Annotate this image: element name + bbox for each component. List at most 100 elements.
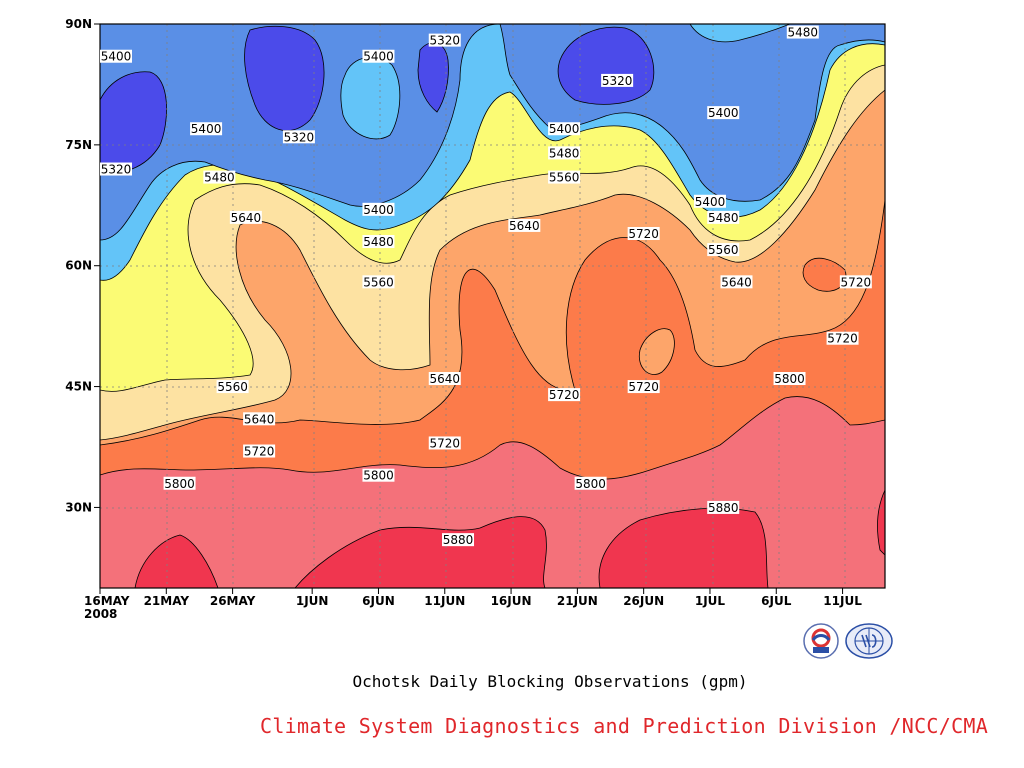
x-tick-label: 1JUL bbox=[695, 594, 726, 608]
contour-label: 5720 bbox=[827, 332, 858, 346]
contour-label: 5720 bbox=[841, 275, 872, 289]
y-tick-label: 60N bbox=[65, 259, 92, 273]
band-above-5880 bbox=[134, 534, 219, 588]
band-above-5880 bbox=[294, 516, 547, 588]
contour-label-box bbox=[627, 380, 660, 394]
contour-label: 5400 bbox=[363, 50, 394, 64]
contour-label-box bbox=[707, 106, 740, 120]
contour-label-box bbox=[442, 533, 475, 547]
contour-label: 5640 bbox=[721, 275, 752, 289]
y-tick-label: 30N bbox=[65, 500, 92, 514]
contour-labels: 5400 5320 5400 5480 5640 5560 5640 5720 5800 5320… bbox=[100, 25, 872, 547]
x-tick-label: 16JUN bbox=[491, 594, 532, 608]
ncc-logo-icon bbox=[845, 623, 893, 659]
contour-label-box bbox=[707, 243, 740, 257]
contour-label-box bbox=[229, 210, 262, 224]
island-5400-5480 bbox=[340, 56, 401, 140]
contour-label: 5320 bbox=[429, 34, 460, 48]
contour-label: 5800 bbox=[575, 477, 606, 491]
contour-label-box bbox=[243, 412, 276, 426]
contour-label: 5640 bbox=[429, 372, 460, 386]
x-tick-label: 21JUN bbox=[557, 594, 598, 608]
contour-label-box bbox=[508, 218, 541, 232]
contour-label: 5720 bbox=[628, 227, 659, 241]
contour-label: 5560 bbox=[708, 243, 739, 257]
contour-label-box bbox=[786, 25, 819, 39]
x-tick-label: 26MAY bbox=[210, 594, 256, 608]
x-tick-label: 26JUN bbox=[623, 594, 664, 608]
contour-label: 5720 bbox=[549, 388, 580, 402]
band-above-5880 bbox=[877, 489, 885, 556]
contour-label: 5480 bbox=[708, 211, 739, 225]
contour-label: 5800 bbox=[363, 469, 394, 483]
axis-ticks: 16MAY 21MAY 26MAY 1JUN 6JUN 11JUN 16JUN 21JUN 26… bbox=[65, 17, 862, 621]
y-tick-label: 90N bbox=[65, 17, 92, 31]
contour-label-box bbox=[282, 130, 315, 144]
contour-label: 5640 bbox=[231, 211, 262, 225]
contour-label: 5880 bbox=[708, 501, 739, 515]
contour-label: 5320 bbox=[602, 74, 633, 88]
contour-label: 5320 bbox=[284, 130, 315, 144]
contour-label-box bbox=[773, 372, 806, 386]
contour-label-box bbox=[826, 331, 859, 345]
island-5720-5800 bbox=[802, 257, 847, 292]
contour-label-box bbox=[548, 122, 581, 136]
chart-credit: Climate System Diagnostics and Predictio… bbox=[260, 714, 989, 738]
contour-label: 5480 bbox=[788, 26, 819, 40]
contour-label-box bbox=[428, 436, 461, 450]
core-below-5320 bbox=[244, 25, 325, 131]
contour-label-box bbox=[707, 500, 740, 514]
contour-label: 5640 bbox=[509, 219, 540, 233]
contour-label: 5800 bbox=[164, 477, 195, 491]
contour-label: 5400 bbox=[191, 122, 222, 136]
contour-label-box bbox=[203, 170, 236, 184]
x-tick-label: 6JUL bbox=[761, 594, 792, 608]
contour-label-box bbox=[548, 388, 581, 402]
contour-label-box bbox=[627, 226, 660, 240]
contour-label: 5400 bbox=[695, 195, 726, 209]
contour-label-box bbox=[601, 73, 634, 87]
contour-label: 5880 bbox=[443, 533, 474, 547]
bcc-logo-icon bbox=[803, 623, 839, 659]
contour-label-box bbox=[574, 476, 607, 490]
contour-label-box bbox=[548, 170, 581, 184]
contour-label-box bbox=[548, 146, 581, 160]
contour-label: 5480 bbox=[549, 146, 580, 160]
contour-label-box bbox=[163, 476, 196, 490]
x-tick-label: 1JUN bbox=[296, 594, 329, 608]
band-above-5880 bbox=[598, 507, 769, 588]
contour-label-box bbox=[839, 275, 872, 289]
contour-label: 5400 bbox=[708, 106, 739, 120]
contour-label-box bbox=[243, 444, 276, 458]
x-tick-label: 6JUN bbox=[362, 594, 395, 608]
contour-label: 5560 bbox=[363, 275, 394, 289]
contour-label: 5480 bbox=[363, 235, 394, 249]
contour-label-box bbox=[720, 275, 753, 289]
contour-label: 5560 bbox=[549, 171, 580, 185]
x-tick-label: 16MAY bbox=[84, 594, 130, 608]
contour-label-box bbox=[707, 210, 740, 224]
contour-label-box bbox=[100, 162, 132, 176]
gridlines bbox=[100, 24, 885, 588]
contour-label: 5400 bbox=[101, 50, 132, 64]
contour-label: 5400 bbox=[363, 203, 394, 217]
contour-label-box bbox=[362, 202, 395, 216]
contour-label: 5400 bbox=[549, 122, 580, 136]
contour-label-box bbox=[428, 33, 461, 47]
contour-label-box bbox=[216, 380, 249, 394]
x-tick-label: 21MAY bbox=[144, 594, 190, 608]
x-year-label: 2008 bbox=[84, 607, 117, 621]
contour-label-box bbox=[362, 275, 395, 289]
y-tick-label: 75N bbox=[65, 138, 92, 152]
contour-label-box bbox=[362, 235, 395, 249]
contour-label-box bbox=[362, 468, 395, 482]
contour-label: 5320 bbox=[101, 163, 132, 177]
contour-label: 5720 bbox=[244, 445, 275, 459]
island-5640-5720 bbox=[638, 328, 675, 375]
x-tick-label: 11JUN bbox=[424, 594, 465, 608]
chart-title: Ochotsk Daily Blocking Observations (gpm… bbox=[352, 672, 748, 691]
contour-label: 5480 bbox=[204, 171, 235, 185]
contour-label: 5640 bbox=[244, 412, 275, 426]
contour-label-box bbox=[190, 122, 223, 136]
